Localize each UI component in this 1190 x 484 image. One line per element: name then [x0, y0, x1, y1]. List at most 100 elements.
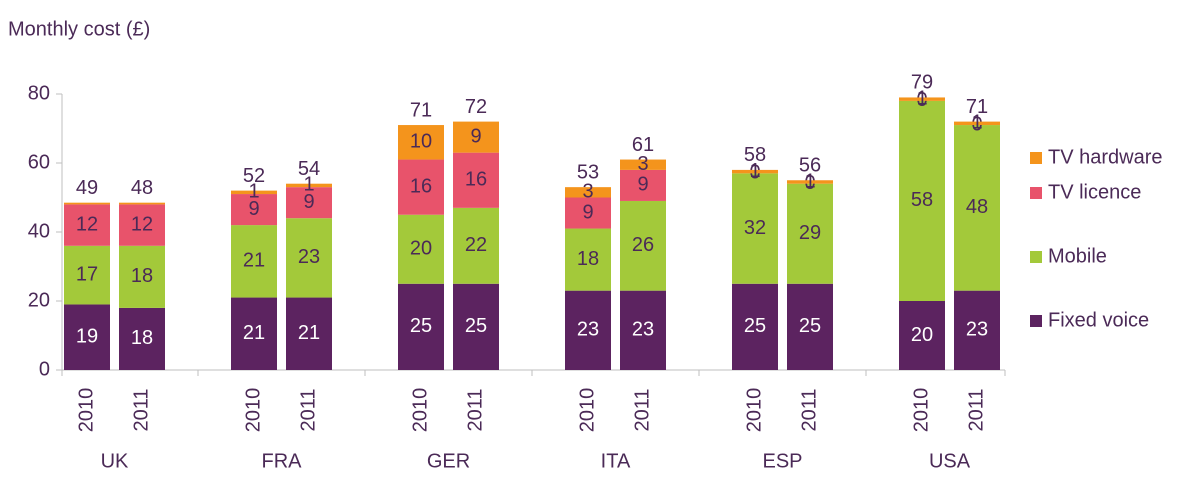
total-label: 71: [410, 99, 432, 121]
legend-swatch: [1030, 251, 1042, 263]
value-label: 1: [248, 181, 259, 203]
value-label: 1: [749, 160, 760, 182]
bar-segment: [787, 180, 833, 184]
bar-segment: [954, 125, 1000, 291]
bar-segment: [565, 187, 611, 198]
value-label: 21: [243, 250, 265, 272]
legend-label: Mobile: [1048, 245, 1107, 267]
value-label: 18: [131, 327, 153, 349]
bar-segment: [787, 283, 833, 370]
bar-segment: [620, 159, 666, 170]
value-label: 26: [632, 234, 654, 256]
value-label: 25: [410, 315, 432, 337]
bar-segment: [732, 283, 778, 370]
value-label: 18: [131, 265, 153, 287]
value-label: 9: [637, 174, 648, 196]
total-label: 56: [799, 155, 821, 177]
x-tick-label: 2011: [297, 388, 319, 431]
value-label: 21: [298, 322, 320, 344]
value-label: 19: [76, 326, 98, 348]
x-tick-label: 2011: [464, 388, 486, 431]
value-label: 9: [303, 191, 314, 213]
group-label: GER: [427, 450, 470, 472]
x-tick-label: 2011: [965, 388, 987, 431]
bar-segment: [286, 183, 332, 188]
bar-segment: [453, 121, 499, 153]
total-label: 71: [966, 96, 988, 118]
bar-segment: [286, 297, 332, 370]
bar-segment: [64, 204, 110, 246]
bar-segment: [899, 301, 945, 370]
bar-segment: [398, 159, 444, 215]
value-label: 20: [911, 324, 933, 346]
value-label: 29: [799, 222, 821, 244]
x-tick-label: 2010: [576, 388, 598, 433]
bar-segment: [119, 202, 165, 205]
bar-segment: [620, 169, 666, 201]
legend-label: Fixed voice: [1048, 309, 1149, 331]
bar-segment: [732, 173, 778, 284]
bar-segment: [565, 290, 611, 370]
total-label: 49: [76, 177, 98, 199]
legend-swatch: [1030, 187, 1042, 199]
value-label: 25: [799, 315, 821, 337]
x-tick-label: 2010: [242, 388, 264, 433]
legend-swatch: [1030, 315, 1042, 327]
bar-segment: [453, 283, 499, 370]
y-tick-label: 40: [28, 220, 50, 242]
value-label: 1: [971, 112, 982, 134]
bar-segment: [119, 204, 165, 246]
bar-segment: [565, 228, 611, 291]
y-tick-label: 0: [39, 358, 50, 380]
bar-segment: [119, 307, 165, 370]
value-label: 16: [410, 175, 432, 197]
value-label: 48: [966, 196, 988, 218]
legend-label: TV hardware: [1048, 146, 1163, 168]
bar-segment: [620, 200, 666, 291]
bar-segment: [732, 169, 778, 174]
group-label: ESP: [762, 450, 802, 472]
legend-label: TV licence: [1048, 181, 1141, 203]
value-label: 16: [465, 169, 487, 191]
value-label: 12: [131, 213, 153, 235]
bar-segment: [231, 225, 277, 298]
total-label: 72: [465, 96, 487, 118]
value-label: 3: [637, 153, 648, 175]
value-label: 12: [76, 213, 98, 235]
value-label: 20: [410, 238, 432, 260]
bar-segment: [954, 290, 1000, 370]
bar-segment: [453, 152, 499, 208]
value-label: 9: [248, 198, 259, 220]
group-label: FRA: [262, 450, 303, 472]
bar-segment: [64, 202, 110, 205]
bar-segment: [398, 283, 444, 370]
y-tick-label: 60: [28, 151, 50, 173]
value-label: 22: [465, 234, 487, 256]
value-label: 32: [744, 217, 766, 239]
group-label: UK: [101, 450, 129, 472]
value-label: 1: [303, 174, 314, 196]
value-label: 25: [744, 315, 766, 337]
bar-segment: [286, 187, 332, 219]
legend-swatch: [1030, 152, 1042, 164]
value-label: 23: [966, 319, 988, 341]
value-label: 18: [577, 248, 599, 270]
total-label: 53: [577, 161, 599, 183]
value-label: 17: [76, 263, 98, 285]
x-tick-label: 2010: [743, 388, 765, 433]
value-label: 9: [470, 125, 481, 147]
total-label: 54: [298, 158, 320, 180]
bar-segment: [231, 194, 277, 226]
bar-segment: [231, 190, 277, 195]
bar-segment: [398, 214, 444, 284]
x-tick-label: 2011: [130, 388, 152, 431]
total-label: 52: [243, 165, 265, 187]
bar-segment: [954, 121, 1000, 126]
group-label: ITA: [601, 450, 631, 472]
value-label: 25: [465, 315, 487, 337]
x-tick-label: 2010: [910, 388, 932, 433]
bar-segment: [899, 100, 945, 302]
bar-segment: [231, 297, 277, 370]
x-tick-label: 2010: [409, 388, 431, 433]
